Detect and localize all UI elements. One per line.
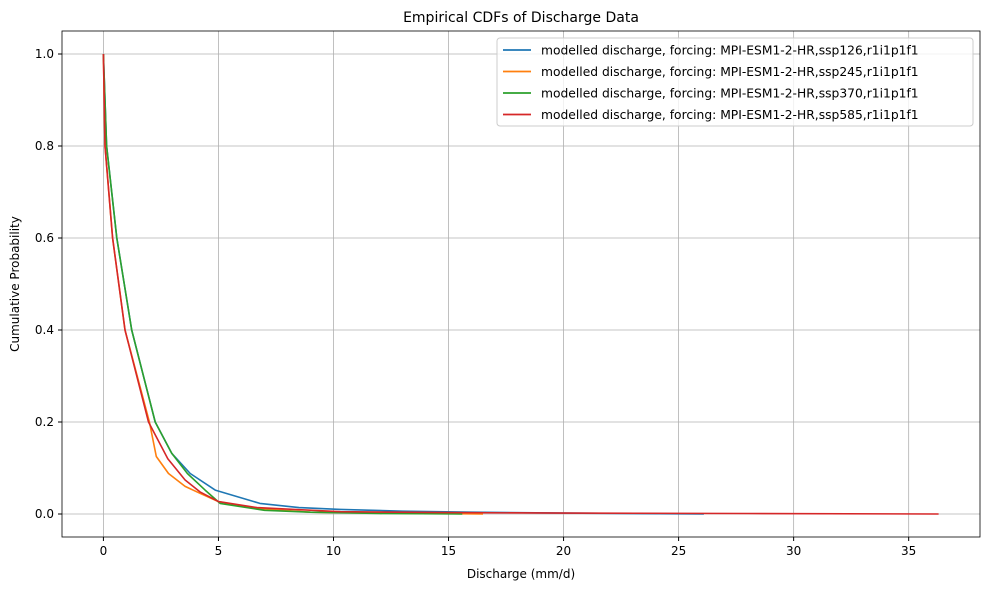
legend-label-0: modelled discharge, forcing: MPI-ESM1-2-…: [541, 44, 919, 58]
x-tick-label: 35: [901, 544, 916, 558]
legend: modelled discharge, forcing: MPI-ESM1-2-…: [496, 37, 974, 127]
legend-box: [496, 37, 974, 127]
series-line-3: [102, 53, 939, 515]
x-tick-label: 5: [215, 544, 223, 558]
plot-frame: [61, 30, 981, 538]
y-tick-label: 1.0: [35, 47, 54, 61]
series-line-2: [102, 53, 463, 515]
y-tick-label: 0.4: [35, 323, 54, 337]
legend-label-1: modelled discharge, forcing: MPI-ESM1-2-…: [541, 65, 919, 79]
y-axis-label: Cumulative Probability: [8, 216, 22, 352]
x-tick-label: 25: [671, 544, 686, 558]
y-tick-label: 0.6: [35, 231, 54, 245]
x-tick-label: 0: [100, 544, 108, 558]
x-tick-label: 30: [786, 544, 801, 558]
x-tick-label: 20: [556, 544, 571, 558]
x-tick-label: 10: [326, 544, 341, 558]
y-tick-label: 0.8: [35, 139, 54, 153]
y-tick-label: 0.2: [35, 415, 54, 429]
x-axis-label: Discharge (mm/d): [467, 567, 575, 581]
legend-label-2: modelled discharge, forcing: MPI-ESM1-2-…: [541, 87, 919, 101]
legend-label-3: modelled discharge, forcing: MPI-ESM1-2-…: [541, 108, 919, 122]
x-tick-label: 15: [441, 544, 456, 558]
chart-title: Empirical CDFs of Discharge Data: [403, 10, 639, 26]
y-tick-label: 0.0: [35, 507, 54, 521]
